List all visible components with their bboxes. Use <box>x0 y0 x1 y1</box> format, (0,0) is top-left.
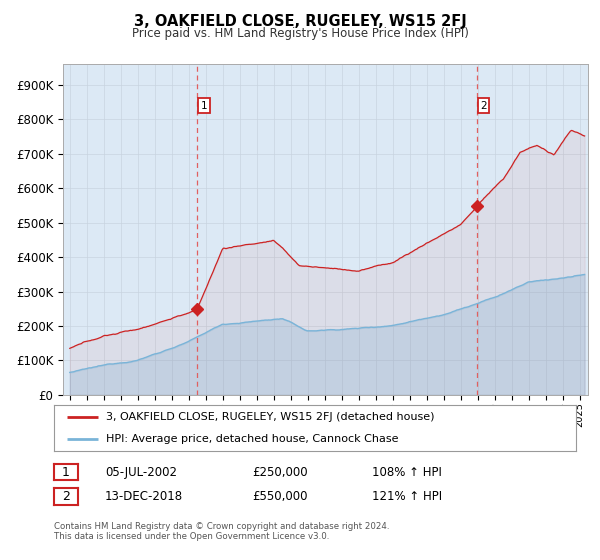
Text: Contains HM Land Registry data © Crown copyright and database right 2024.
This d: Contains HM Land Registry data © Crown c… <box>54 522 389 542</box>
Text: 121% ↑ HPI: 121% ↑ HPI <box>372 490 442 503</box>
Text: 2: 2 <box>480 101 487 111</box>
Text: 1: 1 <box>201 101 208 111</box>
Text: Price paid vs. HM Land Registry's House Price Index (HPI): Price paid vs. HM Land Registry's House … <box>131 27 469 40</box>
Text: 2: 2 <box>62 490 70 503</box>
Text: HPI: Average price, detached house, Cannock Chase: HPI: Average price, detached house, Cann… <box>106 435 398 444</box>
Text: 13-DEC-2018: 13-DEC-2018 <box>105 490 183 503</box>
Text: £250,000: £250,000 <box>252 465 308 479</box>
Text: 108% ↑ HPI: 108% ↑ HPI <box>372 465 442 479</box>
Text: 3, OAKFIELD CLOSE, RUGELEY, WS15 2FJ (detached house): 3, OAKFIELD CLOSE, RUGELEY, WS15 2FJ (de… <box>106 412 434 422</box>
Text: £550,000: £550,000 <box>252 490 308 503</box>
Text: 05-JUL-2002: 05-JUL-2002 <box>105 465 177 479</box>
Text: 3, OAKFIELD CLOSE, RUGELEY, WS15 2FJ: 3, OAKFIELD CLOSE, RUGELEY, WS15 2FJ <box>134 14 466 29</box>
Text: 1: 1 <box>62 465 70 479</box>
